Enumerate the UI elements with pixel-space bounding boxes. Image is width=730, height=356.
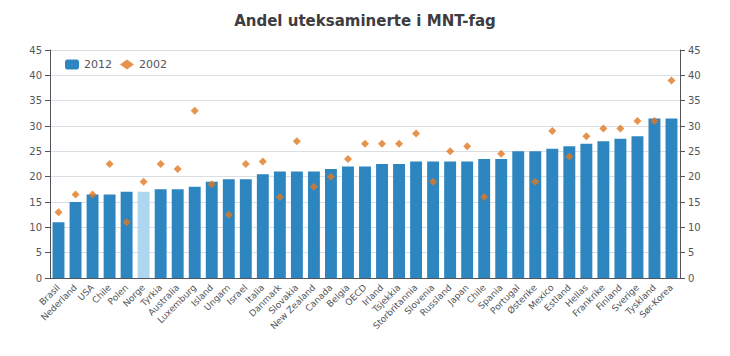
svg-text:10: 10: [29, 222, 42, 233]
svg-text:Canada: Canada: [303, 282, 335, 314]
svg-text:Storbritannia: Storbritannia: [371, 282, 420, 332]
svg-text:40: 40: [29, 70, 42, 81]
svg-text:Mexico: Mexico: [526, 282, 556, 312]
svg-text:Chile: Chile: [464, 282, 488, 306]
svg-text:40: 40: [688, 70, 701, 81]
svg-text:Finland: Finland: [594, 282, 624, 313]
svg-text:5: 5: [36, 247, 42, 258]
svg-text:Brasil: Brasil: [37, 282, 62, 308]
svg-text:Estland: Estland: [542, 282, 573, 314]
svg-text:Israel: Israel: [224, 282, 250, 307]
svg-text:15: 15: [688, 197, 701, 208]
svg-text:Japan: Japan: [445, 282, 471, 308]
svg-text:Slovenia: Slovenia: [402, 282, 437, 317]
svg-text:Portugal: Portugal: [488, 282, 522, 316]
svg-text:45: 45: [688, 45, 701, 56]
svg-text:Danmark: Danmark: [247, 282, 284, 319]
svg-text:0: 0: [36, 273, 42, 284]
svg-text:Nederland: Nederland: [39, 282, 79, 322]
svg-text:Slovakia: Slovakia: [266, 282, 301, 317]
svg-text:Hellas: Hellas: [563, 282, 590, 309]
svg-text:USA: USA: [75, 282, 97, 303]
svg-text:20: 20: [29, 171, 42, 182]
svg-text:Norge: Norge: [121, 282, 148, 309]
svg-text:OECD: OECD: [343, 282, 369, 308]
svg-text:25: 25: [688, 146, 701, 157]
svg-text:30: 30: [688, 121, 701, 132]
svg-text:Ungarn: Ungarn: [202, 282, 233, 313]
svg-text:30: 30: [29, 121, 42, 132]
svg-text:Irland: Irland: [360, 282, 386, 308]
svg-text:Luxemburg: Luxemburg: [155, 282, 199, 326]
svg-text:Belgia: Belgia: [324, 282, 352, 310]
svg-text:2012: 2012: [84, 58, 112, 71]
svg-text:New Zealand: New Zealand: [268, 282, 318, 332]
svg-text:35: 35: [688, 95, 701, 106]
svg-text:15: 15: [29, 197, 42, 208]
svg-text:0: 0: [688, 273, 694, 284]
svg-text:Østerike: Østerike: [505, 282, 539, 316]
svg-text:Tsjekkia: Tsjekkia: [370, 282, 403, 315]
svg-text:10: 10: [688, 222, 701, 233]
svg-text:45: 45: [29, 45, 42, 56]
svg-text:Australia: Australia: [146, 282, 182, 318]
svg-text:Sverige: Sverige: [609, 282, 641, 314]
svg-text:Spania: Spania: [476, 282, 505, 312]
svg-text:20: 20: [688, 171, 701, 182]
svg-text:Andel uteksaminerte i MNT-fag: Andel uteksaminerte i MNT-fag: [234, 12, 496, 30]
svg-text:Russland: Russland: [418, 282, 454, 318]
svg-text:Sør-Korea: Sør-Korea: [638, 282, 675, 319]
svg-text:2002: 2002: [139, 58, 167, 71]
svg-text:35: 35: [29, 95, 42, 106]
svg-text:Tyskland: Tyskland: [623, 282, 658, 317]
svg-text:Italia: Italia: [243, 282, 267, 306]
svg-text:Chile: Chile: [90, 282, 114, 306]
svg-text:Frankrike: Frankrike: [570, 282, 607, 319]
svg-text:5: 5: [688, 247, 694, 258]
svg-text:25: 25: [29, 146, 42, 157]
svg-text:Tyrkia: Tyrkia: [138, 282, 165, 309]
svg-text:Island: Island: [189, 282, 216, 309]
svg-text:Polen: Polen: [105, 282, 131, 307]
